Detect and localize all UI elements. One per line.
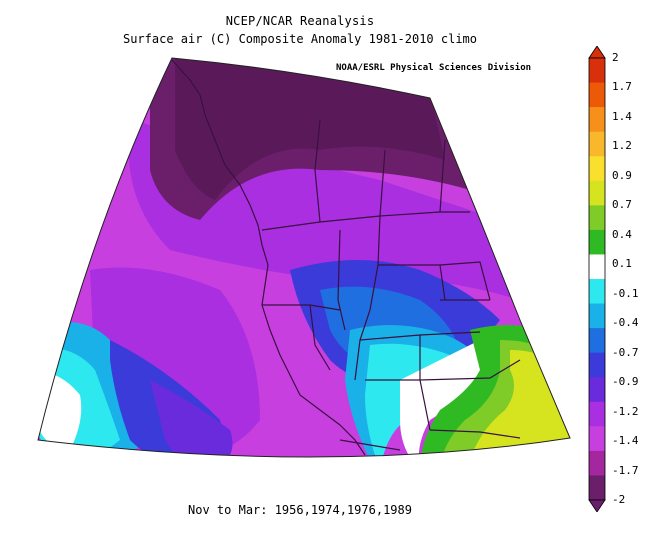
data-source-credit: NOAA/ESRL Physical Sciences Division — [336, 63, 532, 73]
colorbar-tick-label: 1.7 — [612, 80, 632, 94]
colorbar-tick-label: -1.4 — [612, 434, 639, 448]
map-domain-outline — [37, 57, 571, 458]
colorbar-tick-label: -0.1 — [612, 286, 639, 300]
colorbar-tick-label: -1.7 — [612, 463, 639, 477]
colorbar-tick-label: -0.9 — [612, 375, 639, 389]
colorbar-bottom-arrow-icon — [588, 499, 606, 512]
colorbar-tick-label: 1.4 — [612, 109, 632, 123]
colorbar-top-arrow-icon — [588, 46, 606, 59]
colorbar-swatch — [589, 254, 605, 280]
colorbar-tick-label: -2 — [612, 493, 626, 506]
colorbar-swatch — [589, 328, 605, 354]
colorbar-tick-label: 0.1 — [612, 257, 632, 271]
colorbar-swatch — [589, 82, 605, 108]
colorbar-swatch — [589, 131, 605, 157]
colorbar-swatch — [589, 401, 605, 427]
colorbar-swatch — [589, 279, 605, 305]
colorbar-tick-label: 2 — [612, 51, 619, 64]
colorbar-swatch — [589, 156, 605, 182]
colorbar-swatch — [589, 377, 605, 403]
political-boundaries — [171, 59, 521, 456]
colorbar-tick-label: -0.4 — [612, 316, 639, 330]
colorbar — [588, 46, 606, 512]
composite-period: Nov to Mar: 1956,1974,1976,1989 — [188, 503, 412, 517]
map-subtitle: Surface air (C) Composite Anomaly 1981-2… — [122, 32, 477, 46]
colorbar-tick-label: 0.4 — [612, 227, 632, 241]
colorbar-swatch — [589, 58, 605, 84]
colorbar-swatch — [589, 107, 605, 133]
colorbar-swatch — [589, 180, 605, 206]
colorbar-swatch — [589, 303, 605, 329]
colorbar-swatch — [589, 426, 605, 452]
colorbar-tick-label: 1.2 — [612, 139, 632, 153]
colorbar-swatch — [589, 352, 605, 378]
colorbar-swatch — [589, 450, 605, 476]
colorbar-swatch — [589, 205, 605, 231]
colorbar-tick-label: -1.2 — [612, 404, 639, 418]
map-title: NCEP/NCAR Reanalysis — [225, 14, 375, 28]
colorbar-swatch — [589, 475, 605, 501]
colorbar-tick-label: 0.7 — [612, 198, 632, 212]
colorbar-tick-label: -0.7 — [612, 345, 639, 359]
colorbar-tick-label: 0.9 — [612, 168, 632, 182]
colorbar-swatch — [589, 229, 605, 255]
